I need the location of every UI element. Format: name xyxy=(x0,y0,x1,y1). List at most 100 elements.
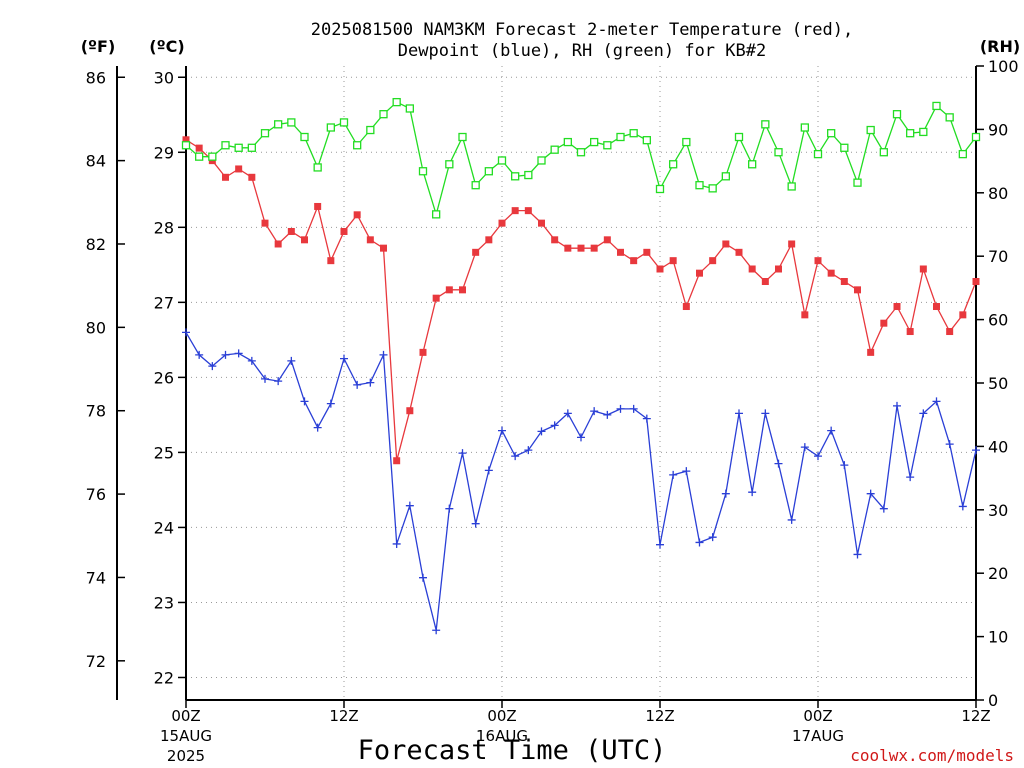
temperature-point xyxy=(235,165,243,173)
fahrenheit-tick-label: 74 xyxy=(86,568,106,587)
temperature-point xyxy=(867,348,875,356)
rh-point xyxy=(800,123,809,132)
rh-point xyxy=(379,110,388,119)
title-line-2: Dewpoint (blue), RH (green) for KB#2 xyxy=(398,41,766,61)
dewpoint-point xyxy=(616,404,625,413)
rh-point xyxy=(392,97,401,107)
dewpoint-point xyxy=(642,414,651,423)
x-tick-date: 16AUG xyxy=(476,727,528,745)
rh-line xyxy=(185,101,977,217)
x-tick-label: 00Z xyxy=(487,707,516,725)
chart-title: 2025081500 NAM3KM Forecast 2-meter Tempe… xyxy=(311,20,853,61)
temperature-point xyxy=(696,269,703,277)
x-axis-label: Forecast Time (UTC) xyxy=(358,735,667,766)
dewpoint-point xyxy=(524,446,533,455)
fahrenheit-unit-label: (ºF) xyxy=(81,37,116,56)
credit-link[interactable]: coolwx.com/models xyxy=(850,746,1014,765)
rh-point xyxy=(866,125,875,135)
rh-point xyxy=(274,120,283,129)
rh-point xyxy=(708,184,717,193)
rh-point xyxy=(590,137,599,147)
temperature-point xyxy=(340,227,348,235)
dewpoint-point xyxy=(590,407,599,416)
dewpoint-point xyxy=(405,501,414,510)
temperature-point xyxy=(445,286,453,294)
rh-unit-label: (RH) xyxy=(980,37,1020,56)
dewpoint-point xyxy=(287,356,296,365)
temperature-point xyxy=(222,173,229,181)
rh-point xyxy=(840,143,849,152)
dewpoint-point xyxy=(695,538,704,547)
rh-point xyxy=(195,152,204,161)
dewpoint-point xyxy=(814,452,822,461)
dewpoint-point xyxy=(721,489,730,498)
temperature-point xyxy=(577,244,585,252)
rh-point xyxy=(603,141,612,150)
rh-tick-label: 50 xyxy=(988,374,1008,393)
temperature-point xyxy=(485,236,493,244)
temperature-point xyxy=(933,303,940,311)
rh-point xyxy=(616,132,625,142)
dewpoint-point xyxy=(537,427,546,436)
rh-point xyxy=(326,123,335,132)
temperature-point xyxy=(643,248,651,256)
temperature-point xyxy=(287,227,295,235)
rh-point xyxy=(748,160,757,169)
rh-tick-label: 80 xyxy=(988,184,1008,203)
temperature-point xyxy=(748,265,756,273)
dewpoint-point xyxy=(708,533,717,542)
temperature-point xyxy=(827,269,835,277)
dewpoint-point xyxy=(800,443,809,452)
rh-point xyxy=(313,163,322,172)
x-tick-date: 15AUG xyxy=(160,727,212,745)
dewpoint-point xyxy=(932,397,941,406)
temperature-point xyxy=(709,257,717,265)
dewpoint-point xyxy=(853,550,862,559)
dewpoint-point xyxy=(234,349,243,358)
temperature-point xyxy=(669,257,677,265)
temperature-point xyxy=(248,173,256,181)
rh-tick-label: 100 xyxy=(988,57,1019,76)
temperature-point xyxy=(682,303,690,311)
dewpoint-point xyxy=(458,449,467,458)
temperature-point xyxy=(656,265,664,273)
rh-point xyxy=(827,129,836,138)
rh-tick-label: 40 xyxy=(988,437,1008,456)
temperature-point xyxy=(590,244,598,252)
dewpoint-point xyxy=(221,350,230,359)
dewpoint-point xyxy=(432,626,441,635)
dewpoint-point xyxy=(787,515,796,524)
fahrenheit-tick-label: 86 xyxy=(86,68,106,87)
rh-point xyxy=(366,125,375,135)
dewpoint-point xyxy=(669,470,678,479)
dewpoint-point xyxy=(498,426,506,435)
temperature-point xyxy=(538,219,545,227)
rh-point xyxy=(906,129,915,138)
temperature-point xyxy=(814,257,822,265)
temperature-point xyxy=(301,236,308,244)
x-tick-label: 12Z xyxy=(329,707,358,725)
temperature-point xyxy=(551,236,559,244)
series xyxy=(181,97,981,635)
celsius-tick-label: 23 xyxy=(154,593,174,612)
temperature-point xyxy=(511,207,519,215)
rh-point xyxy=(221,141,230,150)
dewpoint-point xyxy=(735,409,743,418)
fahrenheit-tick-label: 72 xyxy=(86,652,106,671)
fahrenheit-tick-label: 78 xyxy=(86,402,106,421)
dewpoint-point xyxy=(353,380,362,389)
dewpoint-point xyxy=(300,397,309,406)
rh-point xyxy=(958,149,967,159)
dewpoint-point xyxy=(379,350,388,359)
celsius-unit-label: (ºC) xyxy=(149,37,184,56)
temperature-point xyxy=(419,348,427,356)
dewpoint-point xyxy=(313,423,322,432)
temperature-point xyxy=(603,236,611,244)
temperature-line xyxy=(185,139,977,461)
x-tick-label: 00Z xyxy=(171,707,200,725)
dewpoint-point xyxy=(761,409,770,418)
grid xyxy=(186,66,976,700)
rh-tick-label: 70 xyxy=(988,247,1008,266)
rh-tick-label: 0 xyxy=(988,691,998,710)
rh-point xyxy=(629,129,638,138)
